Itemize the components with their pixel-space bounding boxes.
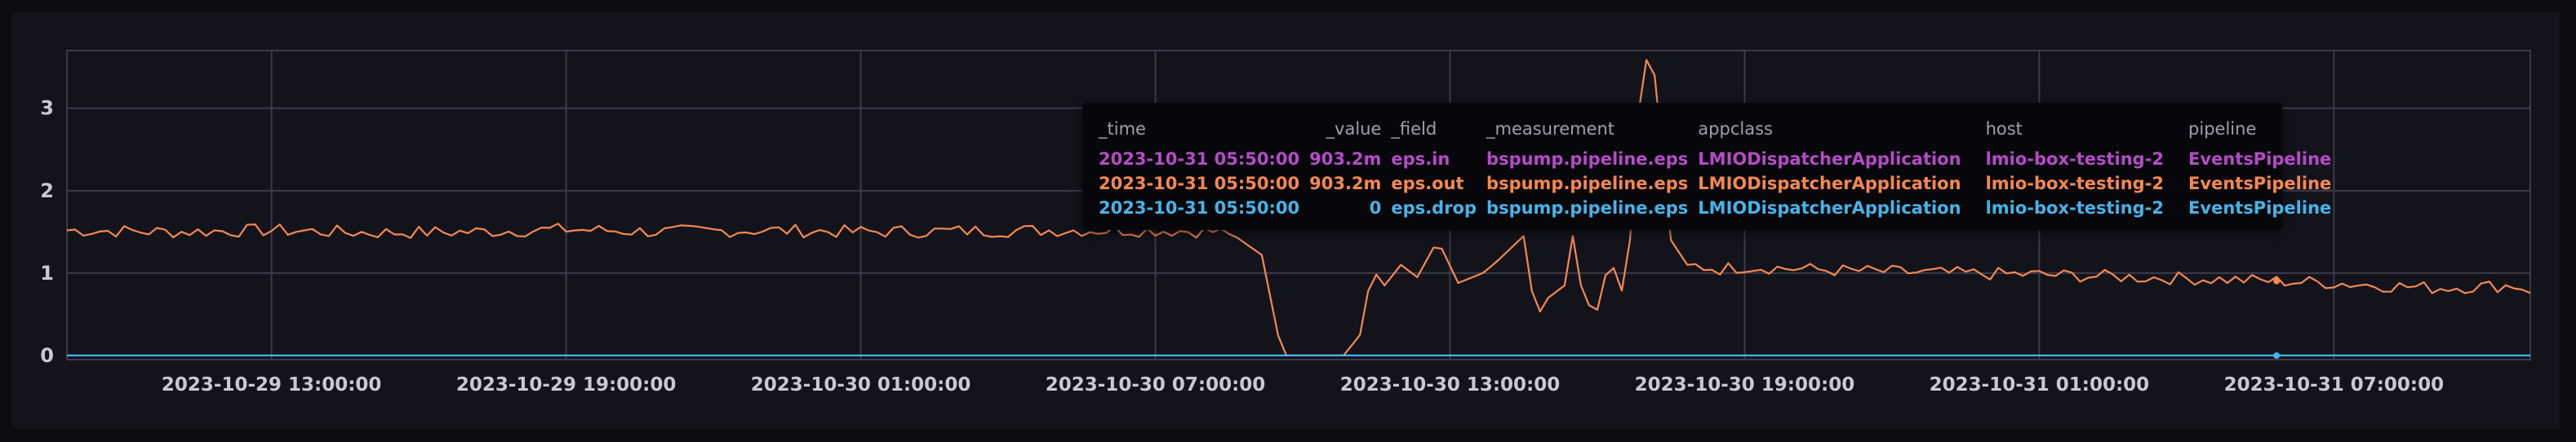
series-lines <box>66 59 2531 356</box>
tooltip-cell-value: 903.2m <box>1309 174 1382 193</box>
hover-tooltip: _time _value _field _measurement appclas… <box>1082 103 2331 230</box>
tooltip-cell-appclass: LMIODispatcherApplication <box>1698 198 1961 218</box>
tooltip-cell-host: lmio-box-testing-2 <box>1985 149 2165 169</box>
x-tick-label: 2023-10-29 13:00:00 <box>162 374 382 396</box>
tooltip-header-field: _field <box>1391 119 1437 139</box>
tooltip-cell-field: eps.out <box>1391 174 1464 193</box>
tooltip-cell-time: 2023-10-31 05:50:00 <box>1099 149 1300 169</box>
x-tick-label: 2023-10-30 13:00:00 <box>1340 374 1561 396</box>
hover-point-eps-out <box>2273 277 2281 285</box>
tooltip-cell-host: lmio-box-testing-2 <box>1985 198 2165 218</box>
tooltip-cell-measurement: bspump.pipeline.eps <box>1486 198 1689 218</box>
tooltip-cell-pipeline: EventsPipeline <box>2188 149 2332 169</box>
x-tick-label: 2023-10-31 01:00:00 <box>1930 374 2150 396</box>
plot-border <box>66 50 2531 360</box>
tooltip-header-appclass: appclass <box>1698 119 1773 139</box>
tooltip-table: _time _value _field _measurement appclas… <box>1099 116 2341 220</box>
tooltip-cell-field: eps.in <box>1391 149 1450 169</box>
tooltip-header-measurement: _measurement <box>1486 119 1615 139</box>
tooltip-cell-time: 2023-10-31 05:50:00 <box>1099 174 1300 193</box>
x-tick-label: 2023-10-30 01:00:00 <box>751 374 971 396</box>
tooltip-cell-value: 0 <box>1369 198 1382 218</box>
tooltip-cell-field: eps.drop <box>1391 198 1477 218</box>
tooltip-cell-measurement: bspump.pipeline.eps <box>1486 174 1689 193</box>
hover-markers <box>2273 277 2281 359</box>
hover-point-eps-drop <box>2273 351 2281 359</box>
tooltip-row-eps-out: 2023-10-31 05:50:00 903.2m eps.out bspump.p… <box>1099 171 2341 196</box>
tooltip-cell-appclass: LMIODispatcherApplication <box>1698 174 1961 193</box>
x-tick-label: 2023-10-31 07:00:00 <box>2224 374 2445 396</box>
x-tick-label: 2023-10-30 19:00:00 <box>1635 374 1855 396</box>
tooltip-cell-appclass: LMIODispatcherApplication <box>1698 149 1961 169</box>
x-tick-label: 2023-10-30 07:00:00 <box>1046 374 1266 396</box>
x-tick-label: 2023-10-29 19:00:00 <box>456 374 677 396</box>
y-tick-label: 0 <box>40 344 54 367</box>
tooltip-row-eps-drop: 2023-10-31 05:50:00 0 eps.drop bspump.pipel… <box>1099 196 2341 220</box>
tooltip-header-time: _time <box>1099 119 1146 139</box>
y-axis-ticks: 0 1 2 3 <box>40 97 54 367</box>
tooltip-header-host: host <box>1985 119 2023 139</box>
x-axis-ticks: 2023-10-29 13:00:00 2023-10-29 19:00:00 20… <box>162 374 2444 396</box>
tooltip-cell-pipeline: EventsPipeline <box>2188 198 2332 218</box>
tooltip-cell-measurement: bspump.pipeline.eps <box>1486 149 1689 169</box>
y-tick-label: 3 <box>40 97 54 120</box>
tooltip-header-row: _time _value _field _measurement appclas… <box>1099 116 2341 147</box>
tooltip-cell-pipeline: EventsPipeline <box>2188 174 2332 193</box>
tooltip-cell-time: 2023-10-31 05:50:00 <box>1099 198 1300 218</box>
tooltip-cell-value: 903.2m <box>1309 149 1382 169</box>
y-tick-label: 1 <box>40 262 54 285</box>
y-tick-label: 2 <box>40 179 54 202</box>
tooltip-header-value: _value <box>1326 119 1382 139</box>
tooltip-header-pipeline: pipeline <box>2188 119 2257 139</box>
tooltip-row-eps-in: 2023-10-31 05:50:00 903.2m eps.in bspump.pi… <box>1099 147 2341 171</box>
tooltip-cell-host: lmio-box-testing-2 <box>1985 174 2165 193</box>
